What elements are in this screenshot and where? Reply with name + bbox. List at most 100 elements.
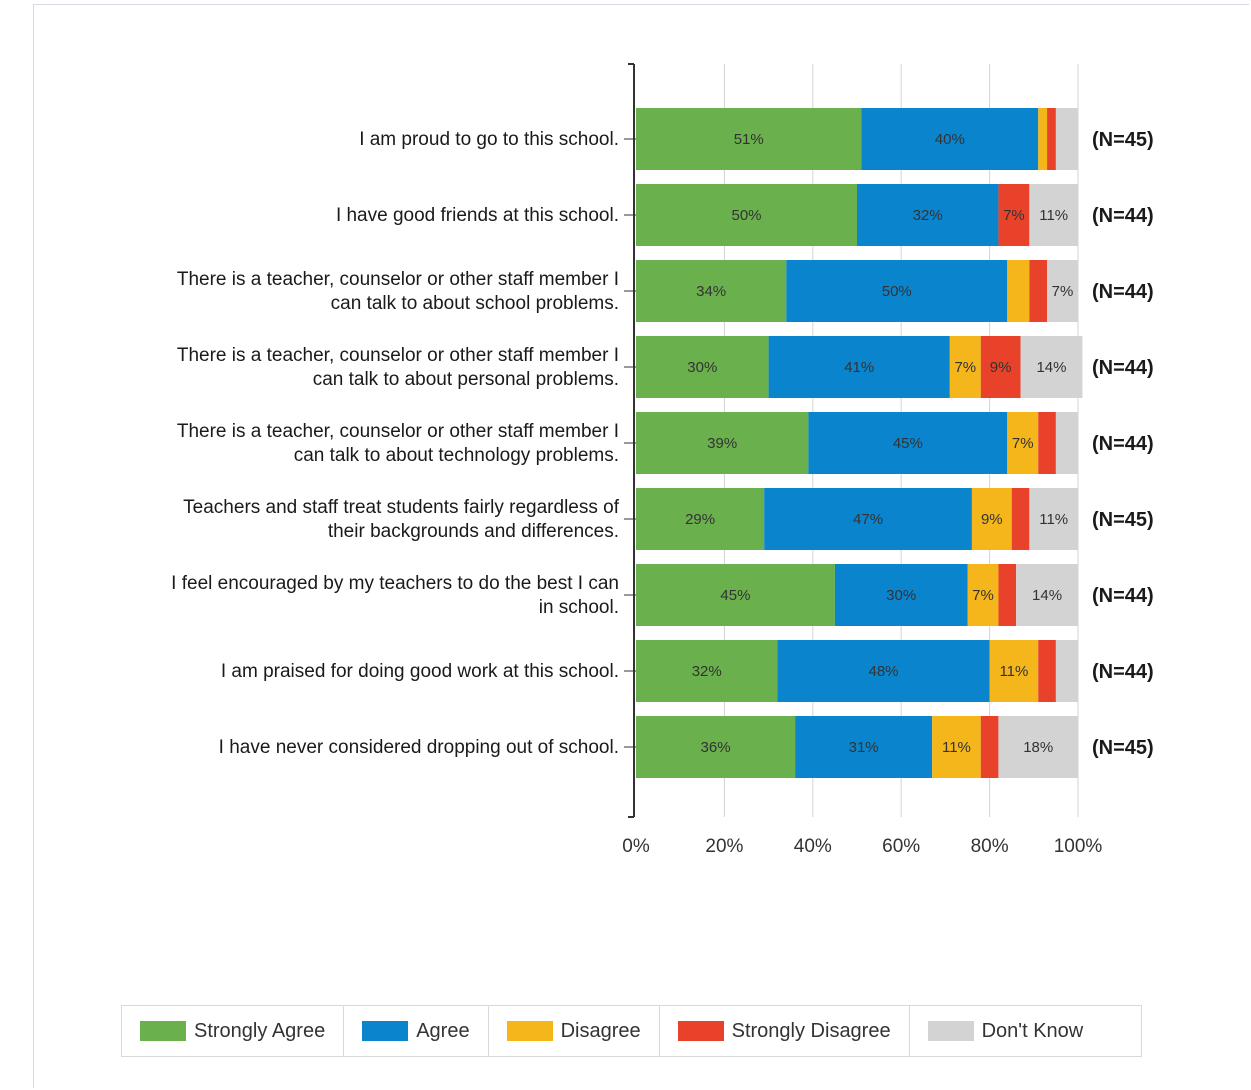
- category-label-line: There is a teacher, counselor or other s…: [177, 421, 619, 442]
- bar-segment: [636, 716, 796, 778]
- data-label: 7%: [1052, 283, 1074, 300]
- bar-segment: [1016, 564, 1078, 626]
- legend-label: Strongly Agree: [194, 1019, 326, 1042]
- bar-segment: [989, 640, 1039, 702]
- bar-segment: [1055, 412, 1078, 474]
- legend-swatch: [362, 1021, 409, 1041]
- category-label: I feel encouraged by my teachers to do t…: [171, 573, 619, 618]
- data-label: 9%: [981, 511, 1003, 528]
- bar-segment: [808, 412, 1008, 474]
- bar-segment: [636, 260, 787, 322]
- n-count-label: (N=45): [1092, 737, 1154, 759]
- category-label-line: There is a teacher, counselor or other s…: [177, 345, 619, 366]
- category-label-line: can talk to about personal problems.: [313, 369, 619, 390]
- x-tick-label: 80%: [971, 836, 1009, 857]
- data-label: 47%: [853, 511, 883, 528]
- bar-segment: [932, 716, 981, 778]
- legend-label: Don't Know: [981, 1019, 1084, 1042]
- data-label: 31%: [849, 739, 879, 756]
- category-label: There is a teacher, counselor or other s…: [177, 269, 619, 314]
- bar-segment: [1020, 336, 1083, 398]
- legend-item: Agree: [344, 1006, 489, 1056]
- bar-segment: [998, 564, 1017, 626]
- bar-segment: [857, 184, 999, 246]
- data-label: 30%: [886, 587, 916, 604]
- bar-segment: [971, 488, 1012, 550]
- n-count-label: (N=44): [1092, 205, 1154, 227]
- bar-segment: [636, 564, 835, 626]
- data-label: 41%: [844, 359, 874, 376]
- frame-border: [33, 4, 1249, 1088]
- data-label: 50%: [882, 283, 912, 300]
- bar-segment: [1029, 184, 1078, 246]
- bar-segment: [1007, 260, 1030, 322]
- legend-swatch: [506, 1021, 553, 1041]
- data-label: 34%: [696, 283, 726, 300]
- bar-segment: [980, 336, 1021, 398]
- bar-segment: [1029, 260, 1048, 322]
- chart-legend: Strongly Agree Agree Disagree Strongly Disa…: [121, 1005, 1142, 1057]
- x-tick-label: 0%: [622, 836, 650, 857]
- bar-segment: [834, 564, 968, 626]
- category-label-line: in school.: [539, 597, 619, 618]
- data-label: 45%: [720, 587, 750, 604]
- data-label: 11%: [1039, 511, 1068, 528]
- category-label-line: Teachers and staff treat students fairly…: [183, 497, 620, 518]
- category-label-line: There is a teacher, counselor or other s…: [177, 269, 619, 290]
- bar-segment: [861, 108, 1039, 170]
- data-label: 7%: [1003, 207, 1025, 224]
- bar-segment: [636, 108, 862, 170]
- category-label-line: I feel encouraged by my teachers to do t…: [171, 573, 619, 594]
- bar-segment: [636, 640, 778, 702]
- data-label: 32%: [692, 663, 722, 680]
- data-label: 11%: [1039, 207, 1068, 224]
- bar-segment: [1055, 108, 1078, 170]
- data-label: 18%: [1023, 739, 1053, 756]
- data-label: 48%: [869, 663, 899, 680]
- data-label: 11%: [942, 739, 971, 756]
- category-label: There is a teacher, counselor or other s…: [177, 345, 619, 390]
- data-label: 9%: [990, 359, 1012, 376]
- bar-segment: [636, 488, 765, 550]
- data-label: 50%: [731, 207, 761, 224]
- bar-segment: [636, 336, 769, 398]
- legend-swatch: [140, 1021, 186, 1041]
- n-count-label: (N=44): [1092, 661, 1154, 683]
- n-count-label: (N=44): [1092, 433, 1154, 455]
- data-label: 7%: [954, 359, 976, 376]
- data-label: 7%: [1012, 435, 1034, 452]
- n-count-label: (N=45): [1092, 509, 1154, 531]
- legend-swatch: [677, 1021, 724, 1041]
- category-label-line: I have good friends at this school.: [336, 205, 619, 226]
- data-label: 36%: [701, 739, 731, 756]
- x-tick-label: 20%: [705, 836, 743, 857]
- bar-segment: [1055, 640, 1078, 702]
- bar-segment: [1047, 108, 1056, 170]
- legend-label: Strongly Disagree: [731, 1019, 891, 1042]
- category-label-line: can talk to about school problems.: [331, 293, 619, 314]
- legend-item: Strongly Disagree: [660, 1006, 910, 1056]
- category-label: I am praised for doing good work at this…: [221, 661, 619, 682]
- bar-segment: [636, 184, 857, 246]
- data-label: 30%: [687, 359, 717, 376]
- legend-item: Don't Know: [910, 1006, 1102, 1056]
- bar-segment: [795, 716, 933, 778]
- bar-segment: [764, 488, 972, 550]
- data-label: 32%: [913, 207, 943, 224]
- bar-segment: [1038, 108, 1048, 170]
- bar-segment: [998, 184, 1030, 246]
- bar-segment: [980, 716, 999, 778]
- bar-segment: [1011, 488, 1030, 550]
- bar-segment: [768, 336, 950, 398]
- data-label: 7%: [972, 587, 994, 604]
- n-count-label: (N=44): [1092, 585, 1154, 607]
- data-label: 14%: [1032, 587, 1062, 604]
- category-label-line: can talk to about technology problems.: [294, 445, 619, 466]
- bar-segment: [1038, 412, 1056, 474]
- data-label: 14%: [1036, 359, 1066, 376]
- category-label-line: I am proud to go to this school.: [359, 129, 619, 150]
- bar-segment: [636, 412, 809, 474]
- category-label: I have good friends at this school.: [336, 205, 619, 226]
- stacked-bar-chart: 51% 40% I am proud to go to this school. (N…: [171, 63, 1154, 857]
